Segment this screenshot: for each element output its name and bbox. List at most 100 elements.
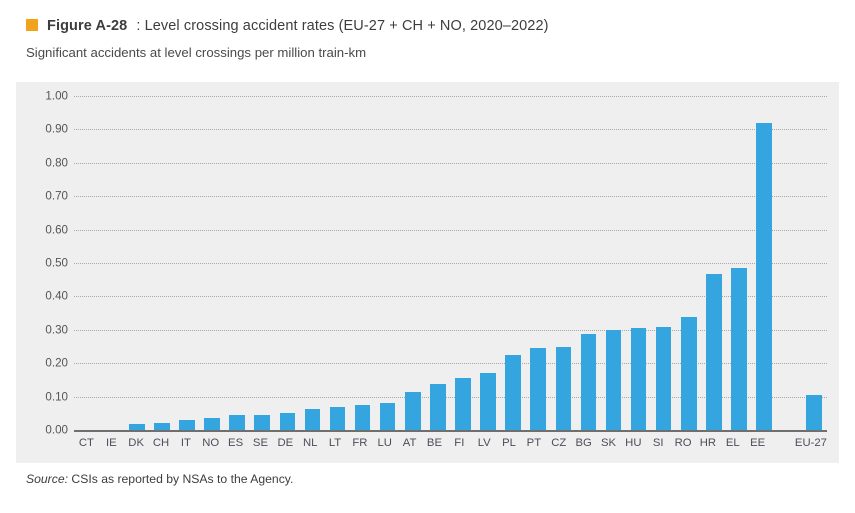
y-axis-tick-label: 0.90 xyxy=(45,122,68,136)
x-axis-baseline xyxy=(74,430,827,432)
x-axis-tick-label: NL xyxy=(302,437,318,449)
bar-slot xyxy=(124,96,149,430)
figure-number-label: Figure A-28 xyxy=(47,18,128,34)
bar-spacer xyxy=(777,96,802,430)
bar-slot xyxy=(752,96,777,430)
bar xyxy=(154,423,170,430)
bar xyxy=(430,383,446,430)
bar-slot xyxy=(450,96,475,430)
y-axis-tick-label: 0.10 xyxy=(45,390,68,404)
bar-slot xyxy=(250,96,275,430)
bar-slot xyxy=(701,96,726,430)
bar-slot xyxy=(501,96,526,430)
x-axis-tick-label: ES xyxy=(228,437,244,449)
x-axis-tick-label: SI xyxy=(652,437,664,449)
y-axis-tick-labels: 1.00 0.90 0.80 0.70 0.60 0.50 0.40 0.30 0.20 0.10… xyxy=(16,82,74,463)
x-axis-tick-label: HU xyxy=(625,437,642,449)
x-axis-tick-label: IT xyxy=(180,437,191,449)
bar xyxy=(279,413,296,430)
bar-series xyxy=(74,96,827,430)
bar-slot xyxy=(601,96,626,430)
bar-slot xyxy=(325,96,350,430)
bar xyxy=(229,415,245,430)
y-axis-tick-label: 1.00 xyxy=(45,89,68,103)
x-axis-tick-labels: CT IE DK CH IT NO ES SE DE NL LT FR LU AT BE FI LV PL PT CZ… xyxy=(74,437,827,449)
bar xyxy=(530,348,546,430)
x-axis-tick-label: SE xyxy=(252,437,268,449)
x-axis-tick-label: NO xyxy=(202,437,220,449)
bar xyxy=(756,123,772,430)
x-axis-tick-label: BG xyxy=(575,437,592,449)
y-axis-tick-label: 0.30 xyxy=(45,323,68,337)
x-axis-tick-label: LU xyxy=(377,437,392,449)
figure-header: Figure A-28: Level crossing accident rat… xyxy=(26,18,826,60)
bar xyxy=(806,394,823,430)
bar xyxy=(580,334,597,430)
bar xyxy=(455,377,471,430)
gridline xyxy=(74,329,827,331)
bar-slot xyxy=(300,96,325,430)
x-axis-tick-label: LT xyxy=(328,437,342,449)
bar xyxy=(179,419,195,430)
bar xyxy=(630,328,647,430)
bar xyxy=(655,327,672,430)
bar xyxy=(404,391,421,430)
figure-color-swatch-icon xyxy=(26,19,38,31)
gridline xyxy=(74,263,827,264)
bar xyxy=(354,404,371,430)
bar xyxy=(304,409,321,430)
x-axis-tick-label: RO xyxy=(674,437,692,449)
x-axis-tick-label: EL xyxy=(725,437,740,449)
bar-slot xyxy=(626,96,651,430)
bar-slot xyxy=(74,96,99,430)
x-axis-tick-label: SK xyxy=(600,437,617,449)
figure-subtitle: Significant accidents at level crossings… xyxy=(26,45,367,60)
bar-slot xyxy=(149,96,174,430)
x-axis-tick-label: IE xyxy=(105,437,117,449)
gridline xyxy=(74,396,827,398)
x-axis-tick-label: CT xyxy=(78,437,94,449)
x-axis-tick-label: FI xyxy=(454,437,465,449)
gridline xyxy=(74,296,827,298)
bar-slot xyxy=(275,96,300,430)
bar xyxy=(706,274,722,430)
bar xyxy=(128,424,145,430)
bar xyxy=(204,418,220,430)
x-axis-tick-label: AT xyxy=(402,437,417,449)
x-axis-tick-label: EU-27 xyxy=(794,437,827,449)
bar-slot xyxy=(726,96,751,430)
bar xyxy=(605,329,622,430)
x-axis-tick-label: PL xyxy=(502,437,516,449)
gridline xyxy=(74,363,827,365)
x-axis-tick-label: EE xyxy=(750,437,766,449)
y-axis-tick-label: 0.00 xyxy=(45,423,68,437)
y-axis-tick-label: 0.80 xyxy=(45,156,68,170)
x-axis-tick-label: CH xyxy=(152,437,170,449)
x-axis-tick-label: FR xyxy=(352,437,368,449)
bar xyxy=(480,372,496,430)
bar-slot xyxy=(526,96,551,430)
x-axis-tick-label: DK xyxy=(128,437,144,449)
y-axis-tick-label: 0.40 xyxy=(45,289,68,303)
bar xyxy=(731,268,747,430)
bar-slot xyxy=(651,96,676,430)
bar-slot xyxy=(576,96,601,430)
bar xyxy=(329,407,346,430)
x-axis-tick-label: LV xyxy=(477,437,491,449)
bar-slot xyxy=(225,96,250,430)
x-axis-tick-label-empty xyxy=(770,437,795,449)
y-axis-tick-label: 0.50 xyxy=(45,256,68,270)
bar-slot xyxy=(199,96,224,430)
bar-slot xyxy=(174,96,199,430)
y-axis-tick-label: 0.60 xyxy=(45,223,68,237)
x-axis-tick-label: DE xyxy=(277,437,294,449)
gridline xyxy=(74,129,827,131)
source-label: Source: xyxy=(26,472,69,486)
y-axis-tick-label: 0.70 xyxy=(45,189,68,203)
x-axis-tick-label: CZ xyxy=(551,437,567,449)
chart-gridlines xyxy=(74,82,827,463)
bar-slot xyxy=(476,96,501,430)
bar-slot xyxy=(350,96,375,430)
bar-slot xyxy=(551,96,576,430)
